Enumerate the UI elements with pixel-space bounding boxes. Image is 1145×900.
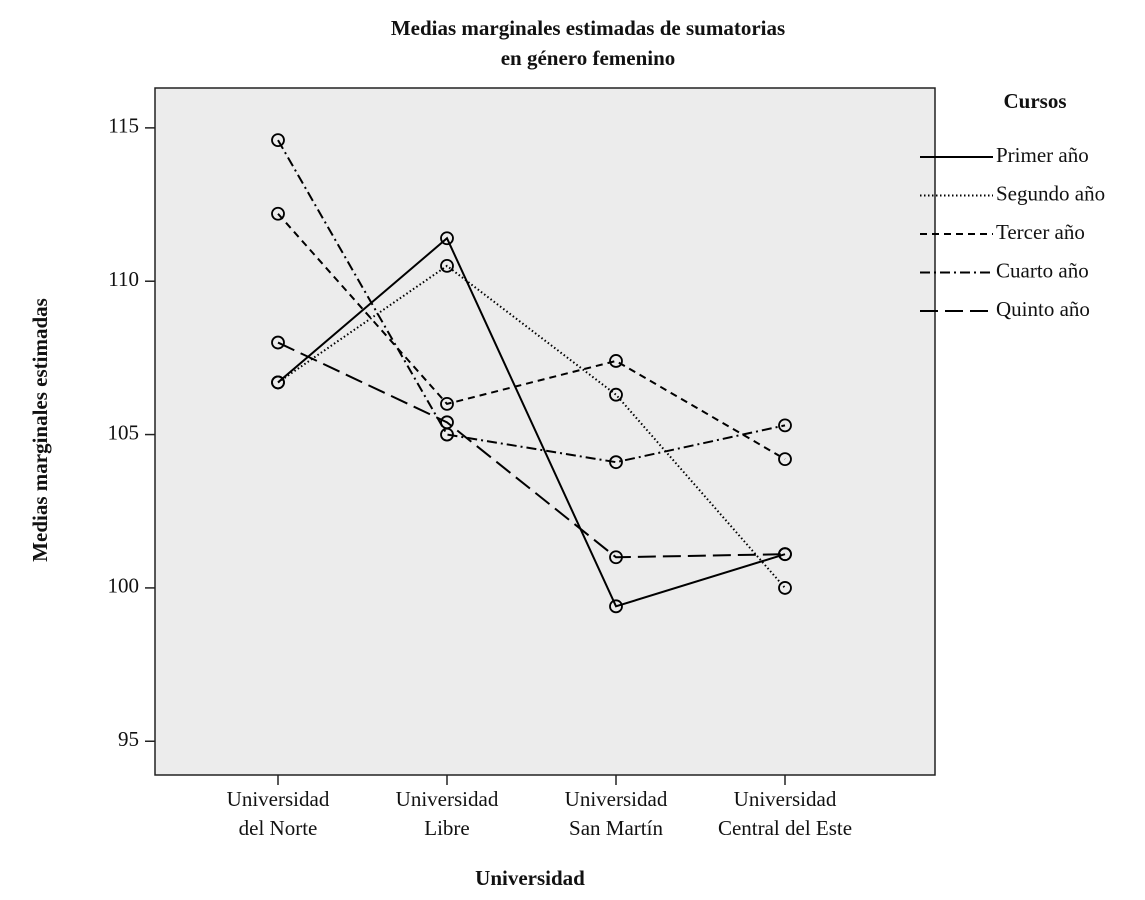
y-tick-label: 100 — [108, 574, 140, 598]
legend-label: Quinto año — [996, 297, 1090, 321]
point — [440, 258, 454, 273]
series-line — [277, 139, 786, 464]
x-axis-label: Universidad — [475, 866, 585, 890]
point — [271, 206, 285, 221]
x-tick-label: Universidad Libre — [396, 787, 499, 840]
series-line — [277, 213, 786, 460]
plot-area — [154, 87, 936, 776]
point — [778, 418, 792, 433]
x-tick-label: Universidad del Norte — [227, 787, 330, 840]
legend-label: Primer año — [996, 143, 1089, 167]
point — [440, 396, 454, 411]
x-tick-label: Universidad Central del Este — [718, 787, 852, 840]
x-tick-label: Universidad San Martín — [565, 787, 668, 840]
point — [271, 133, 285, 148]
legend-title: Cursos — [1003, 89, 1066, 113]
point — [440, 231, 454, 246]
legend-label: Tercer año — [996, 220, 1085, 244]
point — [609, 387, 623, 402]
legend-label: Cuarto año — [996, 258, 1089, 282]
legend-label: Segundo año — [996, 181, 1105, 205]
point — [440, 415, 454, 430]
chart-title: Medias marginales estimadas de sumatoria… — [391, 16, 785, 40]
point — [609, 599, 623, 614]
point — [778, 452, 792, 467]
point — [778, 547, 792, 562]
y-tick-label: 115 — [108, 114, 139, 138]
y-tick-label: 105 — [108, 420, 140, 444]
y-tick-label: 110 — [108, 267, 139, 291]
series-line — [277, 236, 786, 608]
y-tick-label: 95 — [118, 727, 139, 751]
point — [609, 550, 623, 565]
y-axis-label: Medias marginales estimadas — [28, 298, 52, 562]
point — [271, 375, 285, 390]
series-line — [277, 341, 786, 559]
point — [271, 335, 285, 350]
point — [778, 581, 792, 595]
point — [609, 455, 623, 470]
point — [609, 354, 623, 368]
chart-title: en género femenino — [501, 46, 676, 70]
